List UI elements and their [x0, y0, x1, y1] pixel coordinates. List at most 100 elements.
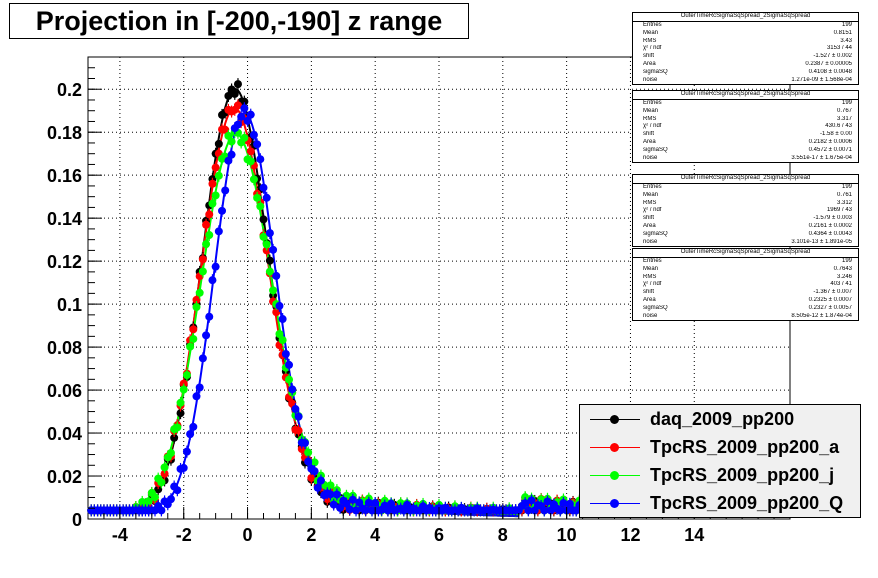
- x-tick-label: -2: [176, 525, 192, 545]
- point-TpcRS_2009_pp200_j: [262, 240, 271, 249]
- point-TpcRS_2009_pp200_j: [227, 137, 236, 146]
- stats-value: -1.58 ± 0.00: [820, 131, 852, 138]
- point-TpcRS_2009_pp200_j: [278, 336, 287, 345]
- legend-label: TpcRS_2009_pp200_j: [650, 465, 835, 485]
- stats-key: shift: [643, 131, 655, 138]
- stats-value: 0.767: [836, 107, 852, 114]
- legend-marker: [610, 415, 619, 424]
- stats-title: OuterTimeRcSigmaSqSpread_2SigmaSqSpread: [633, 91, 858, 100]
- legend-marker: [610, 471, 619, 480]
- point-TpcRS_2009_pp200_Q: [294, 412, 303, 421]
- x-tick-label: 14: [684, 525, 704, 545]
- point-TpcRS_2009_pp200_Q: [355, 498, 364, 507]
- point-daq_2009_pp200: [170, 433, 179, 442]
- point-TpcRS_2009_pp200_Q: [249, 130, 258, 139]
- stats-row: shift -1.58 ± 0.00: [633, 131, 858, 139]
- point-TpcRS_2009_pp200_Q: [316, 476, 325, 485]
- point-TpcRS_2009_pp200_Q: [387, 499, 396, 508]
- stats-row: Mean 0.8151: [633, 30, 858, 38]
- point-TpcRS_2009_pp200_j: [186, 342, 195, 351]
- point-TpcRS_2009_pp200_Q: [546, 506, 555, 515]
- stats-key: RMS: [643, 115, 657, 122]
- point-TpcRS_2009_pp200_j: [176, 398, 185, 407]
- point-TpcRS_2009_pp200_j: [157, 478, 166, 487]
- stats-value: 3.317: [836, 115, 852, 122]
- point-TpcRS_2009_pp200_j: [304, 448, 313, 457]
- stats-row: χ² / ndf 430.6 / 43: [633, 123, 858, 131]
- point-TpcRS_2009_pp200_j: [249, 175, 258, 184]
- y-tick-label: 0.06: [47, 381, 82, 401]
- stats-row: sigmaSQ 0.4108 ± 0.0048: [633, 69, 858, 77]
- point-TpcRS_2009_pp200_Q: [173, 486, 182, 495]
- point-TpcRS_2009_pp200_Q: [556, 506, 565, 515]
- point-TpcRS_2009_pp200_Q: [527, 496, 536, 505]
- stats-box: OuterTimeRcSigmaSqSpread_2SigmaSqSpread E…: [632, 248, 859, 322]
- point-daq_2009_pp200: [176, 409, 185, 418]
- y-tick-label: 0.18: [47, 123, 82, 143]
- stats-key: shift: [643, 215, 655, 222]
- stats-key: shift: [643, 289, 655, 296]
- point-TpcRS_2009_pp200_Q: [304, 457, 313, 466]
- point-TpcRS_2009_pp200_Q: [205, 312, 214, 321]
- point-TpcRS_2009_pp200_Q: [195, 383, 204, 392]
- stats-row: noise 8.505e-12 ± 1.874e-04: [633, 313, 858, 321]
- stats-row: shift -1.367 ± 0.007: [633, 289, 858, 297]
- x-tick-label: 6: [434, 525, 444, 545]
- point-TpcRS_2009_pp200_Q: [361, 506, 370, 515]
- stats-value: 0.2387 ± 0.00005: [805, 60, 852, 67]
- stats-value: 3.43: [840, 37, 852, 44]
- stats-key: Entries: [643, 184, 662, 190]
- stats-key: noise: [643, 76, 658, 83]
- stats-key: shift: [643, 53, 655, 60]
- point-TpcRS_2009_pp200_j: [208, 199, 217, 208]
- point-TpcRS_2009_pp200_a: [192, 295, 201, 304]
- point-daq_2009_pp200: [214, 139, 223, 148]
- stats-key: sigmaSQ: [643, 146, 668, 153]
- stats-row: Entries 199: [633, 258, 858, 266]
- legend-entry: TpcRS_2009_pp200_a: [580, 434, 862, 462]
- stats-value: 0.7643: [833, 265, 852, 272]
- point-TpcRS_2009_pp200_Q: [166, 495, 175, 504]
- stats-key: RMS: [643, 273, 657, 280]
- legend-entry: daq_2009_pp200: [580, 406, 862, 434]
- stats-key: RMS: [643, 199, 657, 206]
- point-TpcRS_2009_pp200_j: [269, 286, 278, 295]
- point-TpcRS_2009_pp200_a: [233, 101, 242, 110]
- point-TpcRS_2009_pp200_Q: [256, 155, 265, 164]
- stats-box: OuterTimeRcSigmaSqSpread_2SigmaSqSpread E…: [632, 90, 859, 164]
- stats-row: Mean 0.7643: [633, 266, 858, 274]
- point-TpcRS_2009_pp200_Q: [186, 430, 195, 439]
- stats-key: sigmaSQ: [643, 304, 668, 311]
- legend-label: TpcRS_2009_pp200_Q: [650, 493, 844, 513]
- point-TpcRS_2009_pp200_Q: [237, 112, 246, 121]
- point-daq_2009_pp200: [224, 91, 233, 100]
- stats-key: Area: [643, 222, 656, 229]
- point-TpcRS_2009_pp200_Q: [259, 183, 268, 192]
- point-TpcRS_2009_pp200_Q: [272, 271, 281, 280]
- point-daq_2009_pp200: [233, 80, 242, 89]
- stats-row: χ² / ndf 403 / 41: [633, 281, 858, 289]
- stats-row: RMS 3.43: [633, 38, 858, 46]
- stats-row: Entries 199: [633, 22, 858, 30]
- stats-row: noise 3.101e-13 ± 1.891e-05: [633, 239, 858, 247]
- legend-marker: [610, 499, 619, 508]
- point-TpcRS_2009_pp200_j: [326, 481, 335, 490]
- point-TpcRS_2009_pp200_Q: [227, 150, 236, 159]
- x-tick-label: 4: [370, 525, 380, 545]
- point-TpcRS_2009_pp200_j: [256, 202, 265, 211]
- stats-key: noise: [643, 312, 658, 319]
- stats-key: χ² / ndf: [643, 45, 662, 52]
- point-TpcRS_2009_pp200_Q: [157, 506, 166, 515]
- point-TpcRS_2009_pp200_Q: [278, 315, 287, 324]
- point-TpcRS_2009_pp200_j: [192, 303, 201, 312]
- point-TpcRS_2009_pp200_a: [160, 469, 169, 478]
- legend-entry: TpcRS_2009_pp200_j: [580, 462, 862, 490]
- point-TpcRS_2009_pp200_Q: [329, 500, 338, 509]
- stats-row: sigmaSQ 0.4364 ± 0.0043: [633, 231, 858, 239]
- point-TpcRS_2009_pp200_j: [285, 375, 294, 384]
- stats-key: sigmaSQ: [643, 230, 668, 237]
- stats-key: χ² / ndf: [643, 281, 662, 288]
- stats-row: χ² / ndf 3153 / 44: [633, 45, 858, 53]
- point-TpcRS_2009_pp200_a: [202, 220, 211, 229]
- stats-value: 0.2161 ± 0.0002: [808, 222, 852, 229]
